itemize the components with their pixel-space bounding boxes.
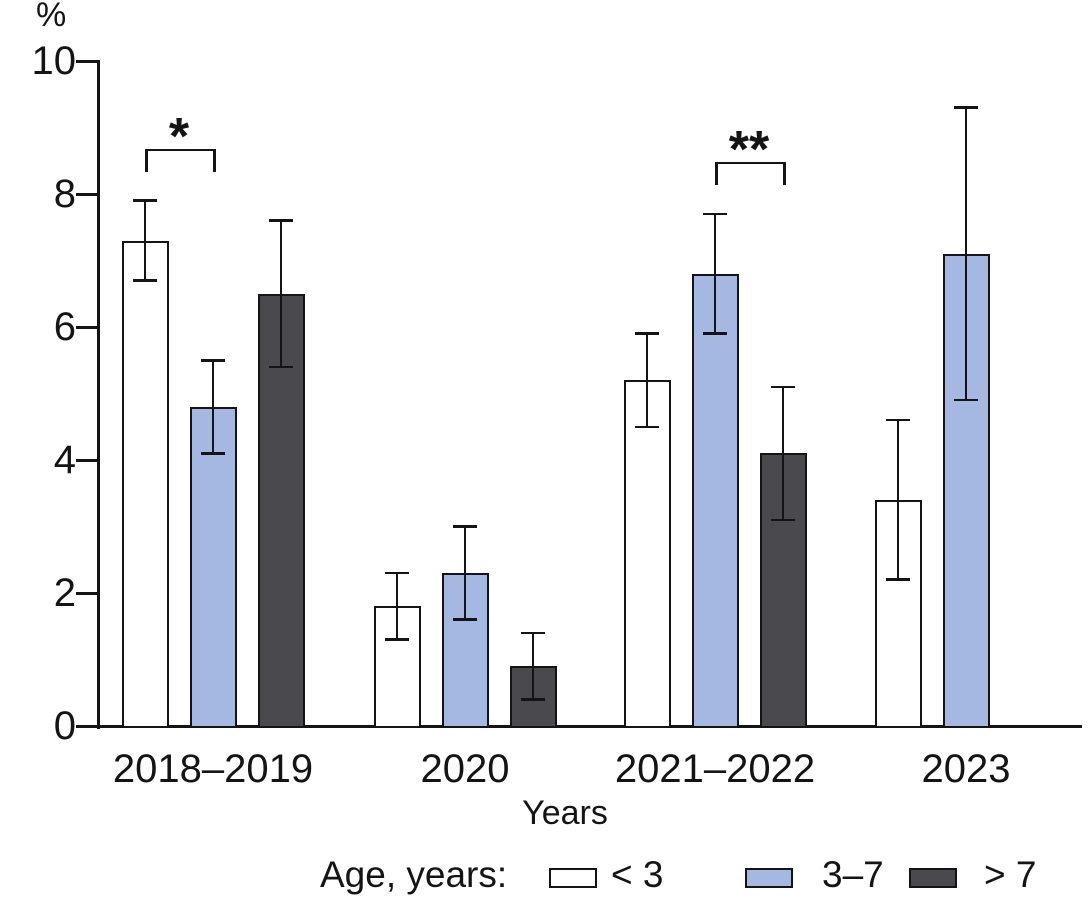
y-tick bbox=[76, 59, 97, 63]
error-bar-cap-bottom bbox=[954, 398, 978, 402]
error-bar-line bbox=[463, 526, 467, 620]
error-bar-line bbox=[279, 220, 283, 367]
error-bar-cap-top bbox=[201, 359, 225, 362]
sig-bracket-arm-left bbox=[145, 148, 148, 172]
error-bar-cap-top bbox=[521, 631, 545, 635]
sig-bracket-arm-right bbox=[783, 161, 786, 185]
y-axis-unit-label: % bbox=[36, 0, 67, 34]
error-bar-cap-bottom bbox=[133, 279, 157, 282]
x-tick-label: 2023 bbox=[921, 747, 1011, 791]
y-axis-line bbox=[97, 59, 100, 729]
error-bar-cap-top bbox=[954, 106, 978, 109]
significance-label: * bbox=[168, 107, 190, 166]
x-tick-label: 2018–2019 bbox=[112, 747, 314, 791]
y-tick bbox=[76, 724, 97, 728]
error-bar-cap-bottom bbox=[269, 365, 293, 369]
error-bar-line bbox=[143, 200, 147, 281]
sig-bracket-arm-right bbox=[213, 148, 216, 172]
error-bar-cap-bottom bbox=[703, 332, 727, 335]
sig-bracket-arm-left bbox=[715, 161, 718, 185]
error-bar-cap-bottom bbox=[521, 698, 545, 701]
error-bar-line bbox=[645, 333, 649, 427]
x-tick-label: 2021–2022 bbox=[614, 747, 816, 791]
error-bar-cap-bottom bbox=[453, 618, 477, 621]
x-axis-title: Years bbox=[522, 794, 608, 832]
error-bar-line bbox=[713, 213, 717, 334]
sig-bracket-horizontal bbox=[715, 161, 786, 165]
significance-label: ** bbox=[728, 120, 770, 179]
error-bar-line bbox=[964, 107, 968, 401]
y-tick-label: 0 bbox=[53, 704, 76, 748]
error-bar-cap-top bbox=[771, 385, 795, 389]
bar bbox=[121, 240, 169, 728]
y-tick-label: 10 bbox=[31, 39, 77, 83]
y-tick-label: 8 bbox=[53, 172, 76, 216]
error-bar-cap-top bbox=[703, 212, 727, 216]
bar bbox=[942, 253, 990, 728]
error-bar-line bbox=[896, 420, 900, 580]
error-bar-cap-top bbox=[385, 571, 409, 575]
x-tick-label: 2020 bbox=[420, 747, 510, 791]
error-bar-line bbox=[531, 632, 535, 700]
error-bar-cap-top bbox=[635, 332, 659, 335]
error-bar-cap-top bbox=[886, 418, 910, 422]
y-tick-label: 4 bbox=[53, 438, 76, 482]
error-bar-cap-bottom bbox=[385, 638, 409, 641]
error-bar-cap-bottom bbox=[635, 425, 659, 428]
error-bar-cap-top bbox=[269, 219, 293, 222]
x-axis-line bbox=[97, 725, 1082, 728]
y-tick-label: 2 bbox=[53, 571, 76, 615]
error-bar-cap-top bbox=[133, 199, 157, 202]
bar bbox=[691, 273, 739, 728]
error-bar-cap-bottom bbox=[886, 578, 910, 581]
error-bar-line bbox=[781, 386, 785, 520]
error-bar-cap-bottom bbox=[201, 452, 225, 455]
error-bar-line bbox=[211, 360, 215, 454]
error-bar-cap-top bbox=[453, 525, 477, 528]
y-tick bbox=[76, 591, 97, 595]
bar bbox=[623, 380, 671, 728]
error-bar-cap-bottom bbox=[771, 518, 795, 522]
y-tick bbox=[76, 192, 97, 196]
sig-bracket-horizontal bbox=[145, 148, 216, 152]
y-tick bbox=[76, 458, 97, 462]
bar bbox=[189, 406, 237, 728]
error-bar-line bbox=[395, 573, 399, 640]
y-tick-label: 6 bbox=[53, 305, 76, 349]
y-tick bbox=[76, 325, 97, 329]
